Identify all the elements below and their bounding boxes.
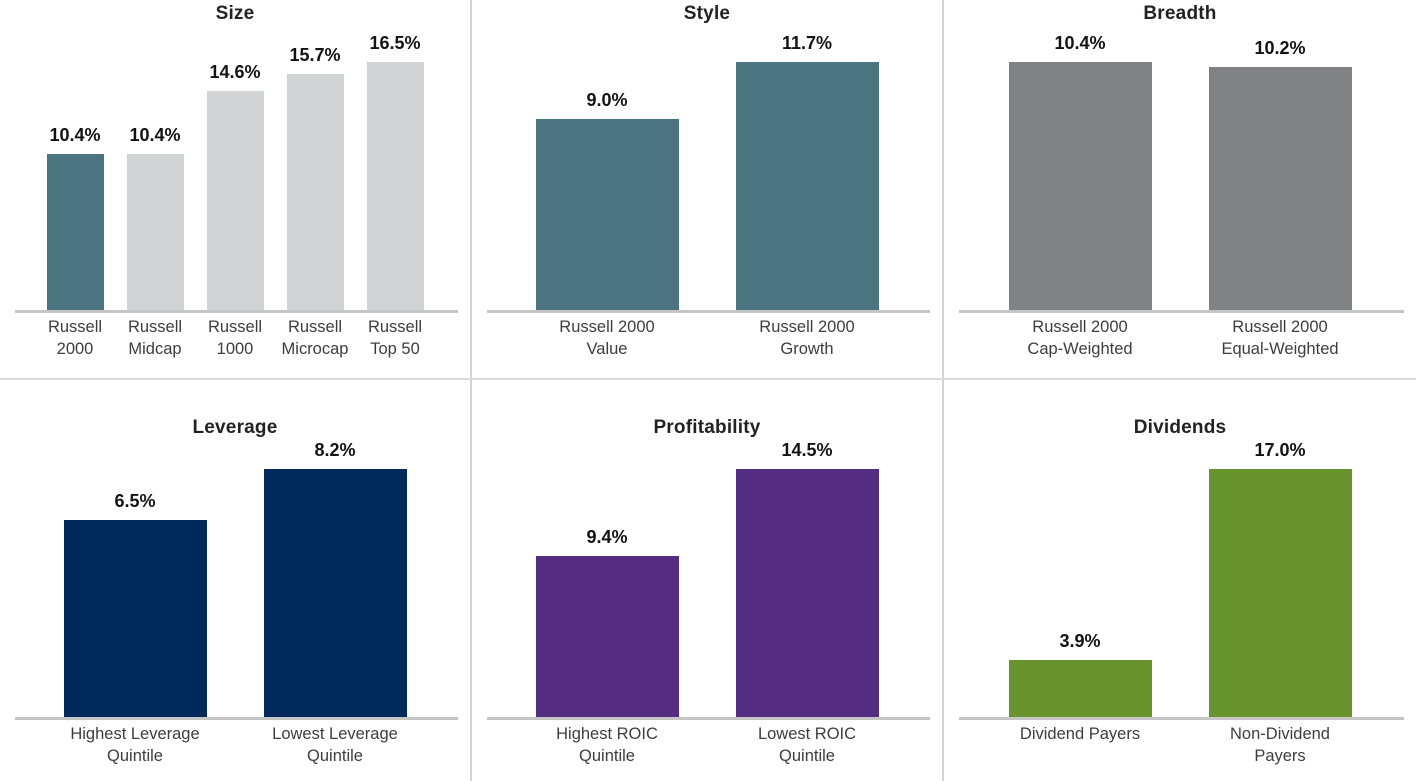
bar-value-label: 10.4%	[129, 125, 181, 145]
chart-panel-size: Size 10.4% 10.4% 14.6% 15.7% 16.5% Russell 20…	[0, 0, 472, 380]
bar-category-label: Russell Microcap	[281, 318, 349, 358]
bar-category-label: Russell Top 50	[367, 318, 423, 358]
bar-category-label: Russell 2000 Growth	[759, 318, 855, 358]
bar-category-label: Lowest Leverage Quintile	[272, 725, 398, 765]
plot-area: 9.4% 14.5%	[472, 440, 942, 717]
bar	[366, 62, 424, 310]
chart-panel-style: Style 9.0% 11.7% Russell 2000 Value Russell…	[472, 0, 944, 380]
bar-column: 6.5%	[63, 491, 207, 717]
bar-column: 17.0%	[1208, 440, 1352, 717]
bar-value-label: 3.9%	[1059, 631, 1101, 651]
bar	[206, 91, 264, 310]
bar	[1208, 469, 1352, 717]
bar-category-label: Lowest ROIC Quintile	[757, 725, 857, 765]
bar-column: 15.7%	[286, 45, 344, 310]
bar-column: 10.4%	[1008, 33, 1152, 310]
bar-category-label: Russell 1000	[207, 318, 263, 358]
bar-value-label: 10.4%	[1054, 33, 1106, 53]
bar-column: 16.5%	[366, 33, 424, 310]
bar-category-label: Russell 2000 Value	[559, 318, 655, 358]
plot-area: 10.4% 10.2%	[944, 31, 1416, 310]
bar-column: 14.6%	[206, 62, 264, 310]
category-labels-row: Russell 2000 Value Russell 2000 Growth	[472, 317, 942, 361]
bar-value-label: 17.0%	[1254, 440, 1306, 460]
bar-column: 10.2%	[1208, 38, 1352, 310]
chart-panel-profitability: Profitability 9.4% 14.5% Highest ROIC Quin…	[472, 380, 944, 781]
bar	[735, 469, 879, 717]
bar-value-label: 10.2%	[1254, 38, 1306, 58]
plot-area: 9.0% 11.7%	[472, 31, 942, 310]
x-axis-line	[959, 717, 1404, 720]
bar	[1208, 67, 1352, 310]
bar-value-label: 9.0%	[586, 90, 628, 110]
bar-column: 14.5%	[735, 440, 879, 717]
x-axis-line	[959, 310, 1404, 313]
chart-title: Size	[215, 3, 255, 24]
bar-column: 9.4%	[535, 527, 679, 717]
category-labels-row: Highest Leverage Quintile Lowest Leverage Q…	[0, 724, 470, 768]
chart-title: Style	[683, 3, 731, 24]
bar-value-label: 14.5%	[781, 440, 833, 460]
x-axis-line	[15, 310, 458, 313]
bar-value-label: 10.4%	[49, 125, 101, 145]
category-labels-row: Highest ROIC Quintile Lowest ROIC Quintile	[472, 724, 942, 768]
bar-value-label: 14.6%	[209, 62, 261, 82]
plot-area: 10.4% 10.4% 14.6% 15.7% 16.5%	[0, 31, 470, 310]
chart-title: Breadth	[1143, 3, 1217, 24]
bar	[263, 469, 407, 717]
chart-panel-breadth: Breadth 10.4% 10.2% Russell 2000 Cap-Weigh…	[944, 0, 1416, 380]
bar	[63, 520, 207, 717]
bar	[535, 119, 679, 310]
bar-value-label: 11.7%	[781, 33, 833, 53]
bar	[126, 154, 184, 310]
category-labels-row: Russell 2000 Russell Midcap Russell 1000 Russe…	[0, 317, 470, 361]
bar	[1008, 660, 1152, 717]
chart-title: Dividends	[1133, 417, 1227, 438]
bar-category-label: Highest ROIC Quintile	[556, 725, 658, 765]
category-labels-row: Dividend Payers Non-Dividend Payers	[944, 724, 1416, 768]
bar	[735, 62, 879, 310]
bar-category-label: Dividend Payers	[1019, 725, 1141, 743]
x-axis-line	[15, 717, 458, 720]
bar-value-label: 9.4%	[586, 527, 628, 547]
chart-panel-leverage: Leverage 6.5% 8.2% Highest Leverage Quinti…	[0, 380, 472, 781]
bar-column: 3.9%	[1008, 631, 1152, 717]
bar-column: 10.4%	[126, 125, 184, 310]
bar	[535, 556, 679, 717]
bar	[46, 154, 104, 310]
category-labels-row: Russell 2000 Cap-Weighted Russell 2000 Equa…	[944, 317, 1416, 361]
bar-category-label: Russell 2000	[47, 318, 103, 358]
x-axis-line	[487, 717, 930, 720]
bar-value-label: 8.2%	[314, 440, 356, 460]
bar-value-label: 16.5%	[369, 33, 421, 53]
bar	[286, 74, 344, 310]
chart-title: Leverage	[192, 417, 278, 438]
bar-category-label: Non-Dividend Payers	[1230, 725, 1330, 765]
bar-value-label: 6.5%	[114, 491, 156, 511]
bar-column: 8.2%	[263, 440, 407, 717]
bar	[1008, 62, 1152, 310]
bar-category-label: Russell 2000 Cap-Weighted	[1027, 318, 1133, 358]
plot-area: 3.9% 17.0%	[944, 440, 1416, 717]
bar-category-label: Highest Leverage Quintile	[70, 725, 200, 765]
bar-column: 9.0%	[535, 90, 679, 310]
bar-column: 11.7%	[735, 33, 879, 310]
bar-category-label: Russell Midcap	[127, 318, 183, 358]
bar-column: 10.4%	[46, 125, 104, 310]
bar-category-label: Russell 2000 Equal-Weighted	[1221, 318, 1339, 358]
x-axis-line	[487, 310, 930, 313]
chart-title: Profitability	[653, 417, 761, 438]
chart-panel-dividends: Dividends 3.9% 17.0% Dividend Payers Non-D…	[944, 380, 1416, 781]
plot-area: 6.5% 8.2%	[0, 440, 470, 717]
bar-value-label: 15.7%	[289, 45, 341, 65]
